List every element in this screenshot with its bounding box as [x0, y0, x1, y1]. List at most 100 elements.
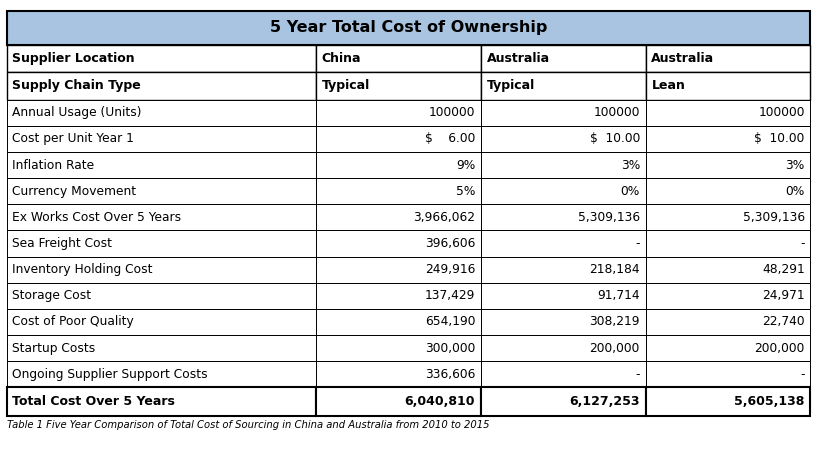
Bar	[316, 126, 481, 152]
Text: 300,000: 300,000	[425, 341, 475, 355]
Bar	[481, 230, 645, 257]
Bar	[316, 100, 481, 126]
Bar	[481, 257, 645, 283]
Text: 5,309,136: 5,309,136	[743, 211, 805, 224]
Bar	[645, 100, 810, 126]
Text: 0%: 0%	[621, 185, 640, 198]
Bar	[645, 230, 810, 257]
Bar	[645, 45, 810, 72]
Bar	[645, 257, 810, 283]
Text: 22,740: 22,740	[762, 315, 805, 329]
Bar	[645, 72, 810, 100]
Text: 3,966,062: 3,966,062	[413, 211, 475, 224]
Text: Australia: Australia	[487, 52, 550, 65]
Text: Total Cost Over 5 Years: Total Cost Over 5 Years	[12, 395, 175, 409]
Bar	[7, 309, 316, 335]
Bar	[7, 283, 316, 309]
Text: Table 1 Five Year Comparison of Total Cost of Sourcing in China and Australia fr: Table 1 Five Year Comparison of Total Co…	[7, 420, 489, 430]
Bar	[645, 204, 810, 230]
Text: 100000: 100000	[593, 106, 640, 119]
Bar	[481, 361, 645, 387]
Bar	[481, 335, 645, 361]
Bar	[316, 387, 481, 416]
Text: 5%: 5%	[456, 185, 475, 198]
Bar	[316, 152, 481, 178]
Bar	[481, 283, 645, 309]
Bar	[7, 387, 316, 416]
Text: 6,040,810: 6,040,810	[404, 395, 475, 409]
Bar	[7, 11, 810, 45]
Bar	[7, 45, 316, 72]
Text: Typical: Typical	[487, 79, 535, 92]
Bar	[645, 309, 810, 335]
Bar	[645, 283, 810, 309]
Bar	[481, 387, 645, 416]
Text: Supplier Location: Supplier Location	[12, 52, 135, 65]
Text: Ongoing Supplier Support Costs: Ongoing Supplier Support Costs	[12, 368, 208, 381]
Bar	[481, 178, 645, 204]
Bar	[481, 309, 645, 335]
Text: 9%: 9%	[456, 158, 475, 172]
Text: Cost of Poor Quality: Cost of Poor Quality	[12, 315, 134, 329]
Bar	[7, 152, 316, 178]
Text: 137,429: 137,429	[425, 289, 475, 302]
Text: Inventory Holding Cost: Inventory Holding Cost	[12, 263, 153, 276]
Bar	[645, 152, 810, 178]
Bar	[7, 100, 316, 126]
Text: 91,714: 91,714	[597, 289, 640, 302]
Text: -: -	[800, 368, 805, 381]
Text: 3%: 3%	[621, 158, 640, 172]
Bar	[7, 72, 316, 100]
Bar	[7, 257, 316, 283]
Bar	[7, 335, 316, 361]
Text: $  10.00: $ 10.00	[754, 132, 805, 146]
Text: 308,219: 308,219	[589, 315, 640, 329]
Bar	[481, 45, 645, 72]
Bar	[481, 126, 645, 152]
Text: 336,606: 336,606	[425, 368, 475, 381]
Bar	[481, 100, 645, 126]
Bar	[481, 204, 645, 230]
Text: 0%: 0%	[785, 185, 805, 198]
Bar	[7, 126, 316, 152]
Bar	[316, 309, 481, 335]
Bar	[645, 335, 810, 361]
Bar	[316, 335, 481, 361]
Text: Inflation Rate: Inflation Rate	[12, 158, 95, 172]
Text: 396,606: 396,606	[425, 237, 475, 250]
Text: 3%: 3%	[785, 158, 805, 172]
Text: -: -	[800, 237, 805, 250]
Text: $    6.00: $ 6.00	[425, 132, 475, 146]
Text: -: -	[636, 368, 640, 381]
Text: 24,971: 24,971	[762, 289, 805, 302]
Bar	[316, 230, 481, 257]
Bar	[645, 178, 810, 204]
Text: Annual Usage (Units): Annual Usage (Units)	[12, 106, 142, 119]
Text: Supply Chain Type: Supply Chain Type	[12, 79, 141, 92]
Bar	[645, 387, 810, 416]
Text: Typical: Typical	[322, 79, 370, 92]
Text: 654,190: 654,190	[425, 315, 475, 329]
Bar	[7, 178, 316, 204]
Text: 100000: 100000	[429, 106, 475, 119]
Text: 6,127,253: 6,127,253	[569, 395, 640, 409]
Bar	[316, 257, 481, 283]
Text: China: China	[322, 52, 361, 65]
Text: 5,309,136: 5,309,136	[578, 211, 640, 224]
Bar	[316, 204, 481, 230]
Text: 200,000: 200,000	[590, 341, 640, 355]
Bar	[7, 204, 316, 230]
Bar	[7, 361, 316, 387]
Bar	[316, 72, 481, 100]
Text: 48,291: 48,291	[762, 263, 805, 276]
Text: Storage Cost: Storage Cost	[12, 289, 92, 302]
Bar	[481, 152, 645, 178]
Bar	[316, 178, 481, 204]
Text: 5,605,138: 5,605,138	[734, 395, 805, 409]
Text: $  10.00: $ 10.00	[590, 132, 640, 146]
Bar	[645, 126, 810, 152]
Text: Sea Freight Cost: Sea Freight Cost	[12, 237, 112, 250]
Text: Currency Movement: Currency Movement	[12, 185, 136, 198]
Text: 5 Year Total Cost of Ownership: 5 Year Total Cost of Ownership	[270, 21, 547, 35]
Text: 249,916: 249,916	[425, 263, 475, 276]
